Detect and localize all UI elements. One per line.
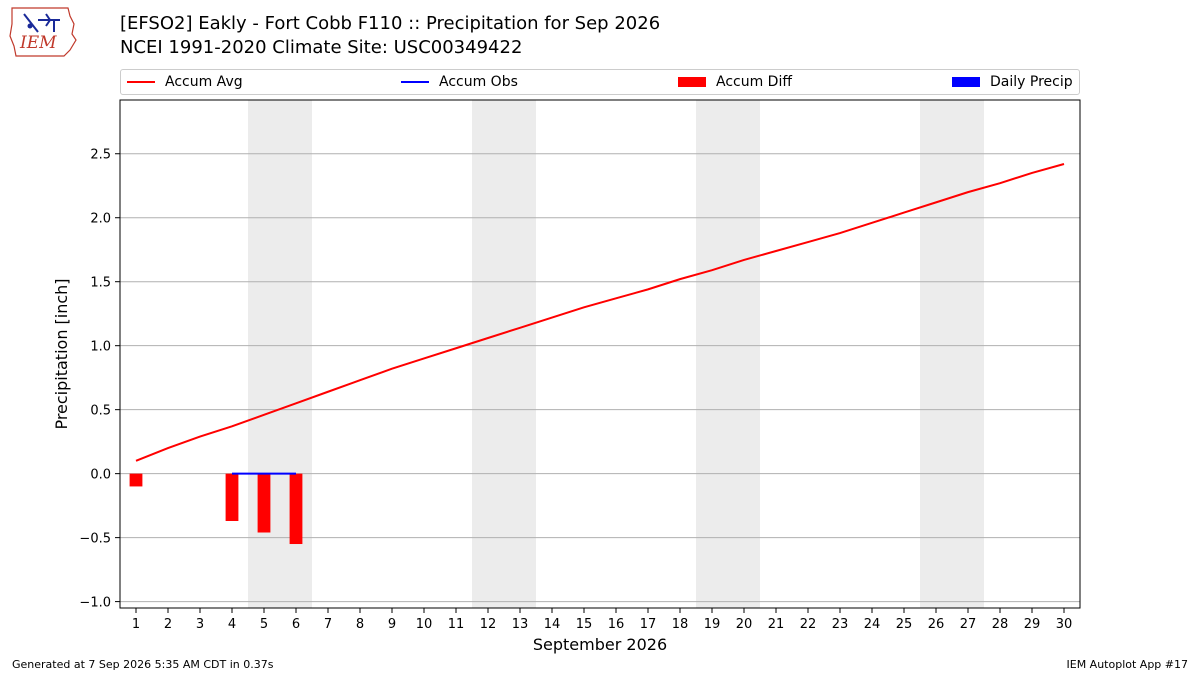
x-tick-label: 25 xyxy=(896,617,913,632)
weekend-band xyxy=(472,100,536,608)
x-tick-label: 4 xyxy=(228,617,236,632)
weekend-band xyxy=(696,100,760,608)
x-tick-label: 22 xyxy=(800,617,817,632)
x-tick-label: 24 xyxy=(864,617,881,632)
x-tick-label: 14 xyxy=(544,617,561,632)
chart-legend: Accum Avg Accum Obs Accum Diff Daily Pre… xyxy=(120,69,1080,95)
accum-diff-bars xyxy=(129,473,303,545)
title-line-2: NCEI 1991-2020 Climate Site: USC00349422 xyxy=(120,37,523,58)
app-label: IEM Autoplot App #17 xyxy=(1066,658,1189,671)
x-axis-label: September 2026 xyxy=(533,635,667,654)
x-tick-label: 6 xyxy=(292,617,300,632)
x-axis-ticks: 1 2 3 4 5 6 7 8 9 10 11 12 13 14 15 16 17 18 19 20 21 22 23 24 2… xyxy=(132,608,1072,632)
y-tick-label: −0.5 xyxy=(79,532,111,547)
generated-timestamp: Generated at 7 Sep 2026 5:35 AM CDT in 0… xyxy=(12,658,274,671)
x-tick-label: 2 xyxy=(164,617,172,632)
y-tick-label: 2.5 xyxy=(90,148,111,163)
legend-label-accum-avg: Accum Avg xyxy=(165,74,243,90)
x-tick-label: 7 xyxy=(324,617,332,632)
x-tick-label: 11 xyxy=(448,617,465,632)
y-tick-label: 0.5 xyxy=(90,404,111,419)
x-tick-label: 9 xyxy=(388,617,396,632)
x-tick-label: 3 xyxy=(196,617,204,632)
legend-swatch-accum-diff xyxy=(678,77,706,87)
iem-logo: IEM xyxy=(8,6,80,58)
y-tick-label: −1.0 xyxy=(79,596,111,611)
accum-diff-bar xyxy=(225,473,239,521)
x-tick-label: 30 xyxy=(1056,617,1073,632)
iem-logo-graphic: IEM xyxy=(9,7,77,57)
y-axis-ticks: −1.0 −0.5 0.0 0.5 1.0 1.5 2.0 2.5 xyxy=(79,148,120,611)
weekend-bands xyxy=(248,100,984,608)
x-tick-label: 15 xyxy=(576,617,593,632)
plot-frame xyxy=(119,99,1081,609)
title-line-1: [EFSO2] Eakly - Fort Cobb F110 :: Precip… xyxy=(120,13,661,34)
x-tick-label: 27 xyxy=(960,617,977,632)
legend-label-accum-diff: Accum Diff xyxy=(716,74,793,90)
legend-swatch-daily-precip xyxy=(952,77,980,87)
x-tick-label: 23 xyxy=(832,617,849,632)
x-tick-label: 26 xyxy=(928,617,945,632)
legend-label-accum-obs: Accum Obs xyxy=(439,74,518,90)
accum-diff-bar xyxy=(289,473,303,545)
x-tick-label: 18 xyxy=(672,617,689,632)
legend-swatch-accum-avg xyxy=(127,81,155,83)
x-tick-label: 1 xyxy=(132,617,140,632)
grid-lines xyxy=(120,153,1080,603)
y-axis-label: Precipitation [inch] xyxy=(52,278,71,429)
x-tick-label: 16 xyxy=(608,617,625,632)
x-tick-label: 10 xyxy=(416,617,433,632)
accum-diff-bar xyxy=(129,473,143,487)
legend-accum-diff: Accum Diff xyxy=(678,70,792,94)
y-tick-label: 1.5 xyxy=(90,276,111,291)
x-tick-label: 5 xyxy=(260,617,268,632)
weekend-band xyxy=(920,100,984,608)
x-tick-label: 28 xyxy=(992,617,1009,632)
y-tick-label: 1.0 xyxy=(90,340,111,355)
series-lines xyxy=(135,163,1065,475)
x-tick-label: 13 xyxy=(512,617,529,632)
x-tick-label: 8 xyxy=(356,617,364,632)
accum-avg-line xyxy=(135,163,1065,462)
logo-text: IEM xyxy=(19,33,57,53)
legend-swatch-accum-obs xyxy=(401,81,429,83)
legend-label-daily-precip: Daily Precip xyxy=(990,74,1073,90)
x-tick-label: 19 xyxy=(704,617,721,632)
legend-accum-obs: Accum Obs xyxy=(401,70,518,94)
x-tick-label: 29 xyxy=(1024,617,1041,632)
x-tick-label: 17 xyxy=(640,617,657,632)
y-tick-label: 0.0 xyxy=(90,468,111,483)
chart-title: [EFSO2] Eakly - Fort Cobb F110 :: Precip… xyxy=(120,12,660,60)
x-tick-label: 12 xyxy=(480,617,497,632)
x-tick-label: 20 xyxy=(736,617,753,632)
legend-daily-precip: Daily Precip xyxy=(952,70,1073,94)
legend-accum-avg: Accum Avg xyxy=(127,70,243,94)
accum-diff-bar xyxy=(257,473,271,533)
x-tick-label: 21 xyxy=(768,617,785,632)
y-tick-label: 2.0 xyxy=(90,212,111,227)
